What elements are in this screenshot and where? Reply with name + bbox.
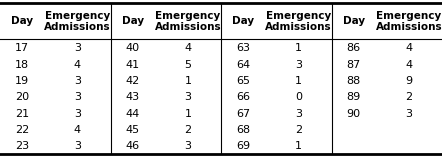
Text: 69: 69	[236, 141, 250, 152]
Text: 21: 21	[15, 109, 29, 119]
Text: Day: Day	[11, 16, 33, 26]
Text: 1: 1	[184, 109, 191, 119]
Text: 3: 3	[295, 60, 302, 70]
Text: 40: 40	[126, 43, 140, 53]
Text: 3: 3	[74, 141, 81, 152]
Text: 3: 3	[74, 109, 81, 119]
Text: 2: 2	[405, 92, 412, 102]
Text: 3: 3	[74, 43, 81, 53]
Text: 45: 45	[126, 125, 140, 135]
Text: 0: 0	[295, 92, 302, 102]
Text: 1: 1	[295, 43, 302, 53]
Text: 66: 66	[236, 92, 250, 102]
Text: 3: 3	[74, 76, 81, 86]
Text: Emergency
Admissions: Emergency Admissions	[376, 11, 442, 32]
Text: 63: 63	[236, 43, 250, 53]
Text: Emergency
Admissions: Emergency Admissions	[155, 11, 221, 32]
Text: 86: 86	[347, 43, 361, 53]
Text: 2: 2	[295, 125, 302, 135]
Text: 4: 4	[405, 43, 412, 53]
Text: 1: 1	[184, 76, 191, 86]
Text: 67: 67	[236, 109, 250, 119]
Text: 1: 1	[295, 76, 302, 86]
Text: 19: 19	[15, 76, 29, 86]
Text: 4: 4	[74, 60, 81, 70]
Text: 43: 43	[126, 92, 140, 102]
Text: 23: 23	[15, 141, 29, 152]
Text: 1: 1	[295, 141, 302, 152]
Text: 4: 4	[405, 60, 412, 70]
Text: 3: 3	[74, 92, 81, 102]
Text: 65: 65	[236, 76, 250, 86]
Text: 3: 3	[184, 92, 191, 102]
Text: 22: 22	[15, 125, 29, 135]
Text: 68: 68	[236, 125, 250, 135]
Text: 18: 18	[15, 60, 29, 70]
Text: 42: 42	[126, 76, 140, 86]
Text: 9: 9	[405, 76, 412, 86]
Text: 89: 89	[347, 92, 361, 102]
Text: 5: 5	[184, 60, 191, 70]
Text: 4: 4	[184, 43, 191, 53]
Text: 3: 3	[184, 141, 191, 152]
Text: 2: 2	[184, 125, 191, 135]
Text: Emergency
Admissions: Emergency Admissions	[265, 11, 332, 32]
Text: 41: 41	[126, 60, 140, 70]
Text: 17: 17	[15, 43, 29, 53]
Text: Day: Day	[122, 16, 144, 26]
Text: 44: 44	[126, 109, 140, 119]
Text: 90: 90	[347, 109, 361, 119]
Text: Emergency
Admissions: Emergency Admissions	[44, 11, 110, 32]
Text: 88: 88	[347, 76, 361, 86]
Text: 64: 64	[236, 60, 250, 70]
Text: 46: 46	[126, 141, 140, 152]
Text: 20: 20	[15, 92, 29, 102]
Text: 87: 87	[347, 60, 361, 70]
Text: 3: 3	[405, 109, 412, 119]
Text: 3: 3	[295, 109, 302, 119]
Text: 4: 4	[74, 125, 81, 135]
Text: Day: Day	[343, 16, 365, 26]
Text: Day: Day	[232, 16, 254, 26]
